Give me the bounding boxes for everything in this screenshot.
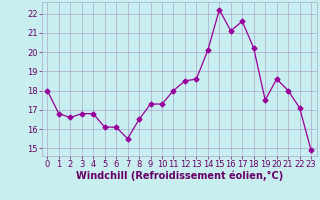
X-axis label: Windchill (Refroidissement éolien,°C): Windchill (Refroidissement éolien,°C) — [76, 171, 283, 181]
